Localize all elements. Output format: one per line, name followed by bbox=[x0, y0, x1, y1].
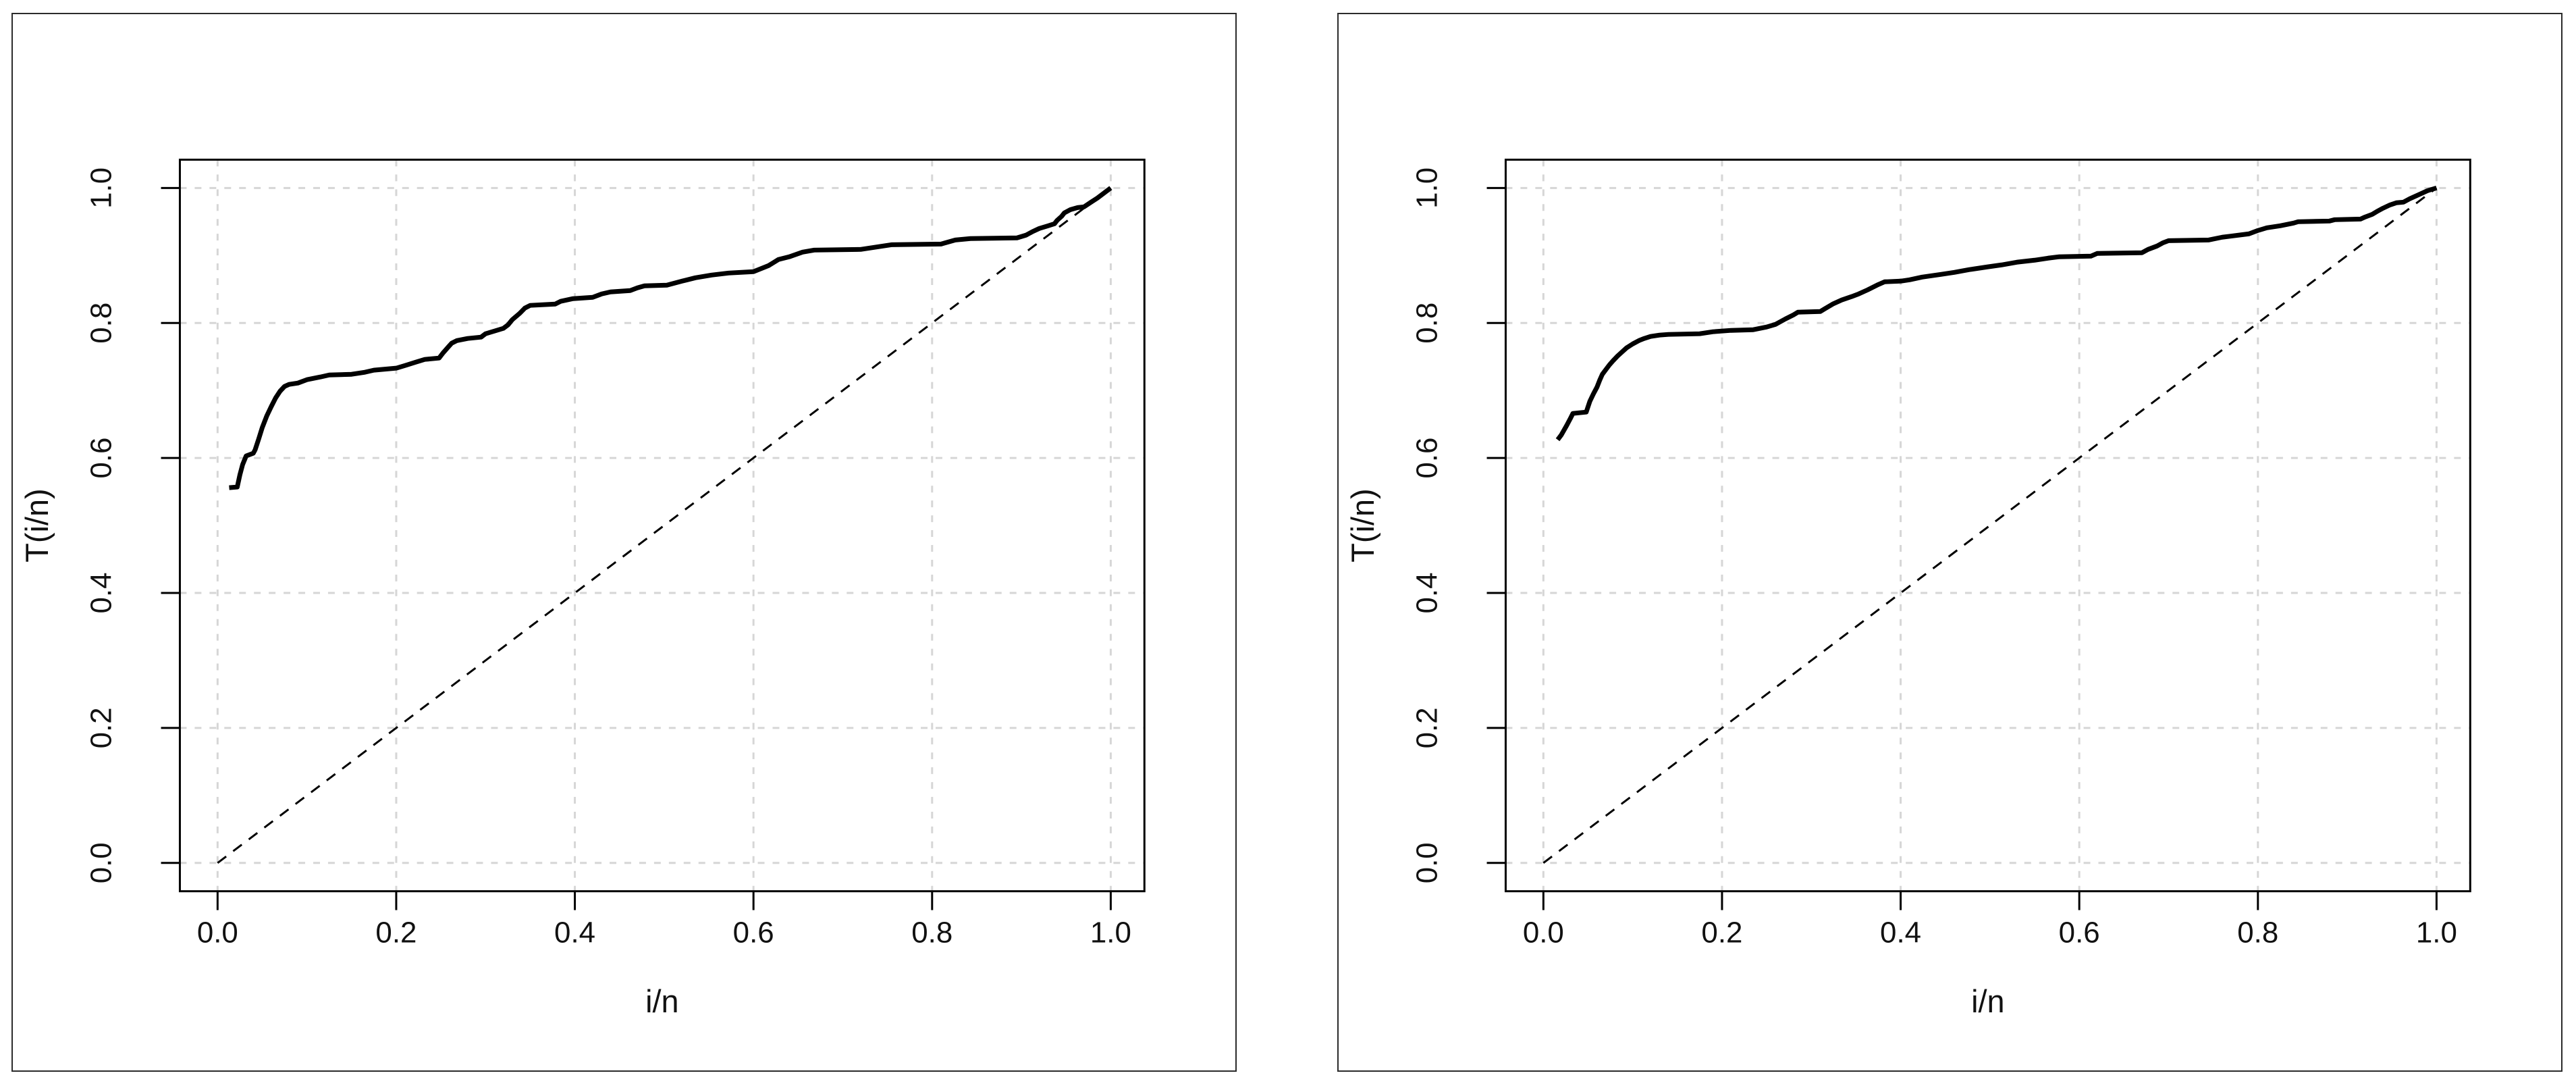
x-axis-title: i/n bbox=[1971, 984, 2005, 1019]
plot-panel-left: 0.0 0.2 0.4 0.6 0.8 1.0 i/n 0.0 0.2 0.4 0.6 0.8 1.0 T… bbox=[11, 13, 1237, 1072]
x-tick-label: 0.8 bbox=[2237, 916, 2278, 949]
plot-svg-right: 0.0 0.2 0.4 0.6 0.8 1.0 i/n 0.0 0.2 0.4 0.6 0.8 1.0 T… bbox=[1345, 158, 2471, 1019]
y-tick-label: 1.0 bbox=[1411, 167, 1444, 209]
diagonal-reference bbox=[1542, 187, 2438, 864]
y-tick-label: 0.2 bbox=[1411, 707, 1444, 748]
y-tick-label: 0.6 bbox=[85, 438, 118, 479]
x-axis-title: i/n bbox=[645, 984, 679, 1019]
x-tick-label: 0.4 bbox=[1880, 916, 1921, 949]
y-tick-label: 0.4 bbox=[1411, 573, 1444, 614]
y-tick-label: 0.4 bbox=[85, 573, 118, 614]
x-tick-label: 0.2 bbox=[1701, 916, 1742, 949]
y-tick-label: 0.0 bbox=[1411, 842, 1444, 883]
y-axis: 0.0 0.2 0.4 0.6 0.8 1.0 T(i/n) bbox=[1345, 167, 1506, 883]
y-tick-label: 0.8 bbox=[85, 303, 118, 344]
x-tick-label: 1.0 bbox=[2416, 916, 2457, 949]
empirical-T-curve bbox=[229, 186, 1112, 490]
x-tick-label: 0.0 bbox=[1523, 916, 1564, 949]
y-axis-title: T(i/n) bbox=[20, 488, 55, 562]
plot-box bbox=[178, 158, 1146, 893]
y-axis-title: T(i/n) bbox=[1345, 488, 1380, 562]
y-tick-label: 0.0 bbox=[85, 842, 118, 883]
grid bbox=[180, 159, 1145, 891]
y-tick-label: 1.0 bbox=[85, 167, 118, 209]
plot-panel-right: 0.0 0.2 0.4 0.6 0.8 1.0 i/n 0.0 0.2 0.4 0.6 0.8 1.0 T… bbox=[1337, 13, 2562, 1072]
y-axis: 0.0 0.2 0.4 0.6 0.8 1.0 T(i/n) bbox=[20, 167, 180, 883]
y-tick-label: 0.8 bbox=[1411, 303, 1444, 344]
empirical-T-curve bbox=[1555, 185, 2438, 442]
grid bbox=[1505, 159, 2471, 891]
y-tick-label: 0.2 bbox=[85, 707, 118, 748]
x-tick-label: 0.6 bbox=[733, 916, 774, 949]
x-tick-label: 0.8 bbox=[911, 916, 952, 949]
x-tick-label: 0.6 bbox=[2059, 916, 2100, 949]
x-axis: 0.0 0.2 0.4 0.6 0.8 1.0 i/n bbox=[1523, 891, 2457, 1019]
plot-svg-left: 0.0 0.2 0.4 0.6 0.8 1.0 i/n 0.0 0.2 0.4 0.6 0.8 1.0 T… bbox=[20, 158, 1146, 1019]
x-tick-label: 1.0 bbox=[1090, 916, 1131, 949]
x-tick-label: 0.0 bbox=[197, 916, 238, 949]
x-axis: 0.0 0.2 0.4 0.6 0.8 1.0 i/n bbox=[197, 891, 1131, 1019]
x-tick-label: 0.2 bbox=[375, 916, 417, 949]
diagonal-reference bbox=[217, 187, 1112, 864]
plot-box bbox=[1504, 158, 2471, 893]
x-tick-label: 0.4 bbox=[554, 916, 595, 949]
y-tick-label: 0.6 bbox=[1411, 438, 1444, 479]
